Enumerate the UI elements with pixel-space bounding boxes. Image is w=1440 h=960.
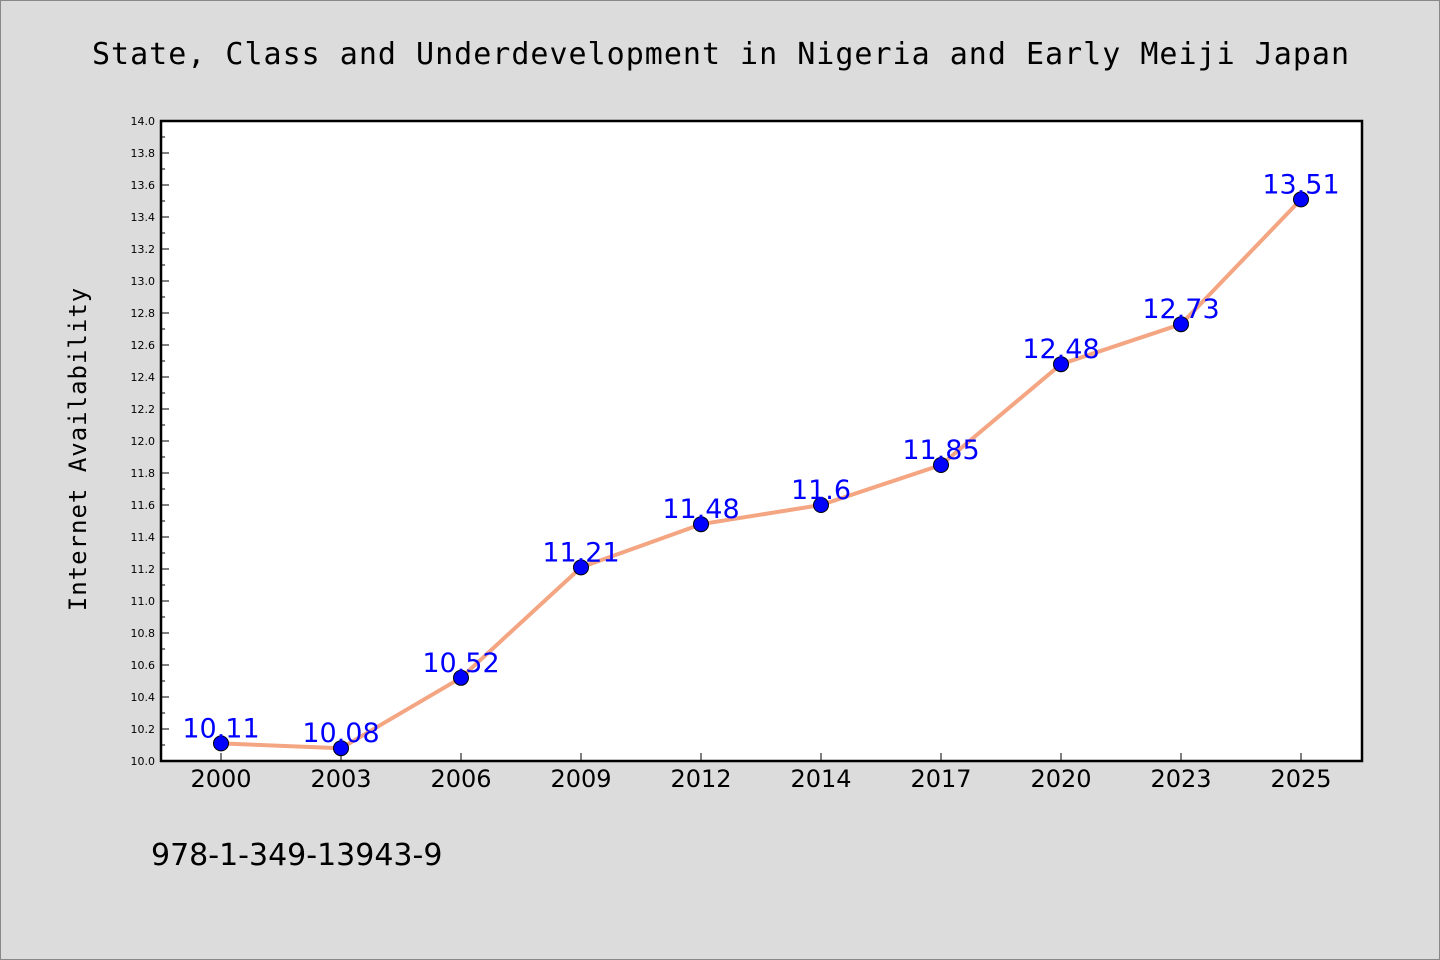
data-label: 13.51 <box>1262 169 1339 200</box>
y-tick-label: 14.0 <box>131 115 156 128</box>
data-point <box>213 735 229 752</box>
data-point <box>1053 356 1069 373</box>
data-labels: 10.11 10.08 10.52 11.21 11.48 11.6 11.85 12.48 1… <box>182 169 1339 749</box>
data-label: 10.08 <box>302 718 379 749</box>
y-tick-label: 12.2 <box>131 403 156 416</box>
y-tick-label: 11.8 <box>131 467 156 480</box>
x-tick-label: 2009 <box>550 765 611 793</box>
y-tick-label: 13.6 <box>131 179 156 192</box>
isbn-footnote: 978-1-349-13943-9 <box>151 838 442 873</box>
y-tick-label: 13.8 <box>131 147 156 160</box>
data-point <box>453 669 469 686</box>
y-tick-label: 10.2 <box>131 723 156 736</box>
y-tick-label: 10.4 <box>131 691 156 704</box>
y-axis-label: Internet Availability <box>64 287 92 611</box>
data-label: 12.73 <box>1142 294 1219 325</box>
data-point <box>1293 191 1309 208</box>
data-point <box>813 497 829 513</box>
x-tick-label: 2012 <box>670 765 731 793</box>
data-label: 11.48 <box>662 494 739 525</box>
y-tick-label: 11.2 <box>131 563 156 576</box>
data-point <box>573 559 589 576</box>
y-tick-label: 12.4 <box>131 371 156 384</box>
series-line <box>220 198 1303 751</box>
y-tick-label: 13.0 <box>131 275 156 288</box>
y-axis: 10.0 10.2 10.4 10.6 10.8 11.0 11.2 11.4 11.6 11.8… <box>131 115 169 768</box>
y-tick-label: 11.4 <box>131 531 156 544</box>
plot-area <box>159 119 1364 763</box>
data-label: 11.85 <box>902 435 979 466</box>
data-point <box>693 516 709 533</box>
x-tick-label: 2000 <box>190 765 251 793</box>
y-tick-label: 12.0 <box>131 435 156 448</box>
y-tick-label: 10.8 <box>131 627 156 640</box>
x-tick-label: 2006 <box>430 765 491 793</box>
x-tick-label: 2003 <box>310 765 371 793</box>
y-tick-label: 13.2 <box>131 243 156 256</box>
y-tick-label: 10.0 <box>131 755 156 768</box>
x-tick-label: 2014 <box>790 765 851 793</box>
x-tick-label: 2023 <box>1150 765 1211 793</box>
x-tick-label: 2017 <box>910 765 971 793</box>
data-point <box>933 457 949 473</box>
data-label: 10.11 <box>182 713 259 744</box>
y-tick-label: 12.6 <box>131 339 156 352</box>
data-label: 11.6 <box>791 475 851 506</box>
x-axis: 2000 2003 2006 2009 2012 2014 2017 2020 2023 2025 <box>190 753 1332 793</box>
data-label: 11.21 <box>542 537 619 568</box>
y-tick-label: 11.0 <box>131 595 156 608</box>
x-tick-label: 2025 <box>1270 765 1331 793</box>
y-tick-label: 11.6 <box>131 499 156 512</box>
x-tick-label: 2020 <box>1030 765 1091 793</box>
data-label: 10.52 <box>422 648 499 679</box>
chart-title: State, Class and Underdevelopment in Nig… <box>92 37 1350 72</box>
data-point <box>1173 316 1189 333</box>
series-markers <box>213 191 1309 757</box>
data-label: 12.48 <box>1022 334 1099 365</box>
data-point <box>333 740 349 757</box>
y-tick-label: 13.4 <box>131 211 156 224</box>
y-tick-label: 12.8 <box>131 307 156 320</box>
y-tick-label: 10.6 <box>131 659 156 672</box>
